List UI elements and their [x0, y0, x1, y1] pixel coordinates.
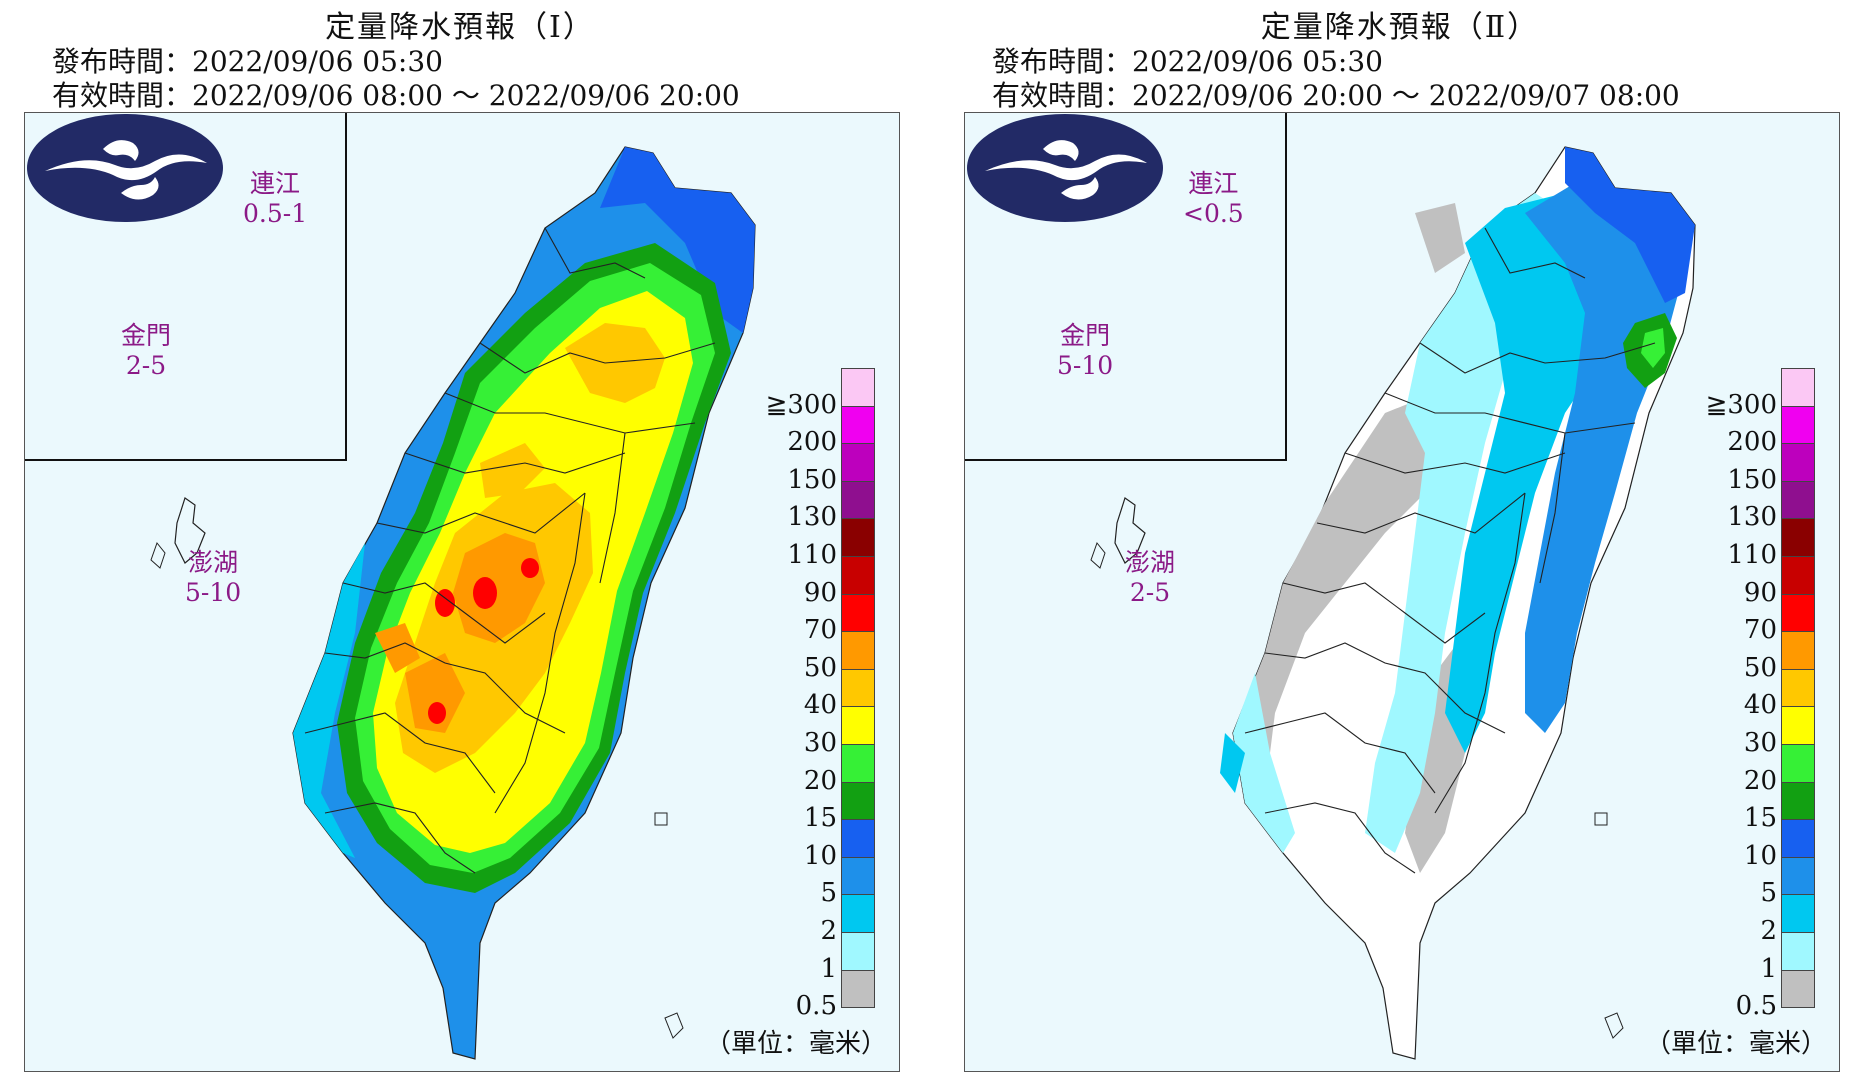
- legend-swatch: [1781, 555, 1815, 594]
- legend-tick-label: 1: [1760, 953, 1777, 984]
- legend-tick-label: 150: [1727, 464, 1777, 495]
- legend-swatch: [1781, 593, 1815, 632]
- legend-tick-label: 200: [787, 427, 837, 458]
- legend-tick-label: 130: [1727, 502, 1777, 533]
- legend-tick-label: 1: [820, 953, 837, 984]
- legend-swatch: [1781, 480, 1815, 519]
- legend-swatch: [841, 969, 875, 1009]
- legend-tick-label: 70: [803, 615, 837, 646]
- legend-tick-label: 20: [1743, 765, 1777, 796]
- legend-swatch: [841, 781, 875, 820]
- legend-color-bar: [1781, 368, 1815, 1009]
- legend-tick-label: 50: [1743, 652, 1777, 683]
- legend-swatch: [841, 894, 875, 932]
- legend-tick-label: 30: [1743, 728, 1777, 758]
- legend-swatch: [841, 405, 875, 444]
- island-label-kinmen: 金門 2-5: [121, 321, 172, 380]
- legend-color-bar: [841, 368, 875, 1009]
- legend-swatch: [841, 668, 875, 707]
- legend-swatch: [1781, 668, 1815, 707]
- legend-swatch: [841, 856, 875, 895]
- legend-swatch: [841, 593, 875, 632]
- legend-tick-label: 15: [1743, 803, 1777, 834]
- unit-label: （單位：毫米）: [1645, 1029, 1828, 1059]
- legend-swatch: [1781, 781, 1815, 820]
- valid-time: 有效時間：2022/09/06 20:00 ～ 2022/09/07 08:00: [992, 79, 1680, 112]
- legend-swatch: [1781, 518, 1815, 556]
- legend-swatch: [841, 819, 875, 857]
- taiwan-rainfall-svg: [25, 113, 756, 1060]
- legend-tick-label: 15: [803, 803, 837, 834]
- legend-tick-label: 5: [820, 878, 837, 909]
- legend-swatch: [1781, 969, 1815, 1009]
- legend-tick-label: 90: [803, 577, 837, 608]
- legend-tick-label: 110: [1727, 540, 1777, 570]
- forecast-panel-2: 定量降水預報（Ⅱ） 發布時間：2022/09/06 05:30 有效時間：202…: [940, 0, 1854, 1086]
- legend-tick-label: 40: [803, 690, 837, 721]
- rainfall-map: 連江 0.5-1 金門 2-5 澎湖 5-10 ≧300 200 150 130 110 90 7…: [24, 112, 900, 1072]
- legend-swatch: [1781, 631, 1815, 669]
- legend-swatch: [1781, 819, 1815, 857]
- legend-swatch: [841, 931, 875, 970]
- issue-time: 發布時間：2022/09/06 05:30: [992, 45, 1383, 78]
- rainfall-map: 連江 <0.5 金門 5-10 澎湖 2-5 ≧300 200 150 130 110 90 70…: [964, 112, 1840, 1072]
- issue-time: 發布時間：2022/09/06 05:30: [52, 45, 443, 78]
- legend-swatch: [841, 706, 875, 744]
- legend-swatch: [841, 443, 875, 481]
- legend-tick-label: 50: [803, 652, 837, 683]
- legend-tick-label: 20: [803, 765, 837, 796]
- taiwan-rainfall-svg: [965, 113, 1696, 1060]
- legend-tick-label: 200: [1727, 427, 1777, 458]
- legend-swatch: [1781, 856, 1815, 895]
- legend-tick-label: 10: [803, 840, 837, 871]
- island-label-penghu: 澎湖 2-5: [1125, 548, 1176, 607]
- legend-swatch: [1781, 368, 1815, 406]
- legend-swatch: [841, 368, 875, 406]
- legend-swatch: [841, 480, 875, 519]
- legend-tick-label: ≧300: [1705, 389, 1777, 420]
- cwb-logo-icon: [967, 114, 1163, 222]
- island-label-kinmen: 金門 5-10: [1057, 321, 1114, 380]
- island-label-penghu: 澎湖 5-10: [185, 548, 242, 607]
- legend-tick-label: 40: [1743, 690, 1777, 721]
- legend-tick-label: 2: [820, 916, 837, 946]
- valid-time: 有效時間：2022/09/06 08:00 ～ 2022/09/06 20:00: [52, 79, 740, 112]
- legend-swatch: [1781, 743, 1815, 782]
- legend-swatch: [1781, 931, 1815, 970]
- unit-label: （單位：毫米）: [705, 1029, 888, 1059]
- legend-tick-label: 110: [787, 540, 837, 570]
- legend-tick-label: 150: [787, 464, 837, 495]
- panel-title: 定量降水預報（Ⅰ）: [325, 10, 595, 45]
- panel-title: 定量降水預報（Ⅱ）: [1260, 10, 1540, 45]
- legend-swatch: [841, 631, 875, 669]
- island-label-lienchiang: 連江 0.5-1: [243, 169, 308, 228]
- legend-tick-label: 0.5: [795, 991, 837, 1022]
- island-label-lienchiang: 連江 <0.5: [1183, 169, 1244, 228]
- legend-tick-label: 0.5: [1735, 991, 1777, 1022]
- legend-tick-label: ≧300: [765, 389, 837, 420]
- legend-tick-label: 130: [787, 502, 837, 533]
- legend-swatch: [1781, 894, 1815, 932]
- forecast-panel-1: 定量降水預報（Ⅰ） 發布時間：2022/09/06 05:30 有效時間：202…: [0, 0, 920, 1086]
- legend-tick-label: 5: [1760, 878, 1777, 909]
- legend-tick-label: 70: [1743, 615, 1777, 646]
- legend-swatch: [1781, 706, 1815, 744]
- cwb-logo-icon: [27, 114, 223, 222]
- legend-tick-label: 10: [1743, 840, 1777, 871]
- legend-tick-label: 30: [803, 728, 837, 758]
- legend-tick-label: 90: [1743, 577, 1777, 608]
- legend-swatch: [841, 518, 875, 556]
- legend-swatch: [841, 743, 875, 782]
- legend-tick-label: 2: [1760, 916, 1777, 946]
- legend-swatch: [841, 555, 875, 594]
- legend-swatch: [1781, 405, 1815, 444]
- legend-swatch: [1781, 443, 1815, 481]
